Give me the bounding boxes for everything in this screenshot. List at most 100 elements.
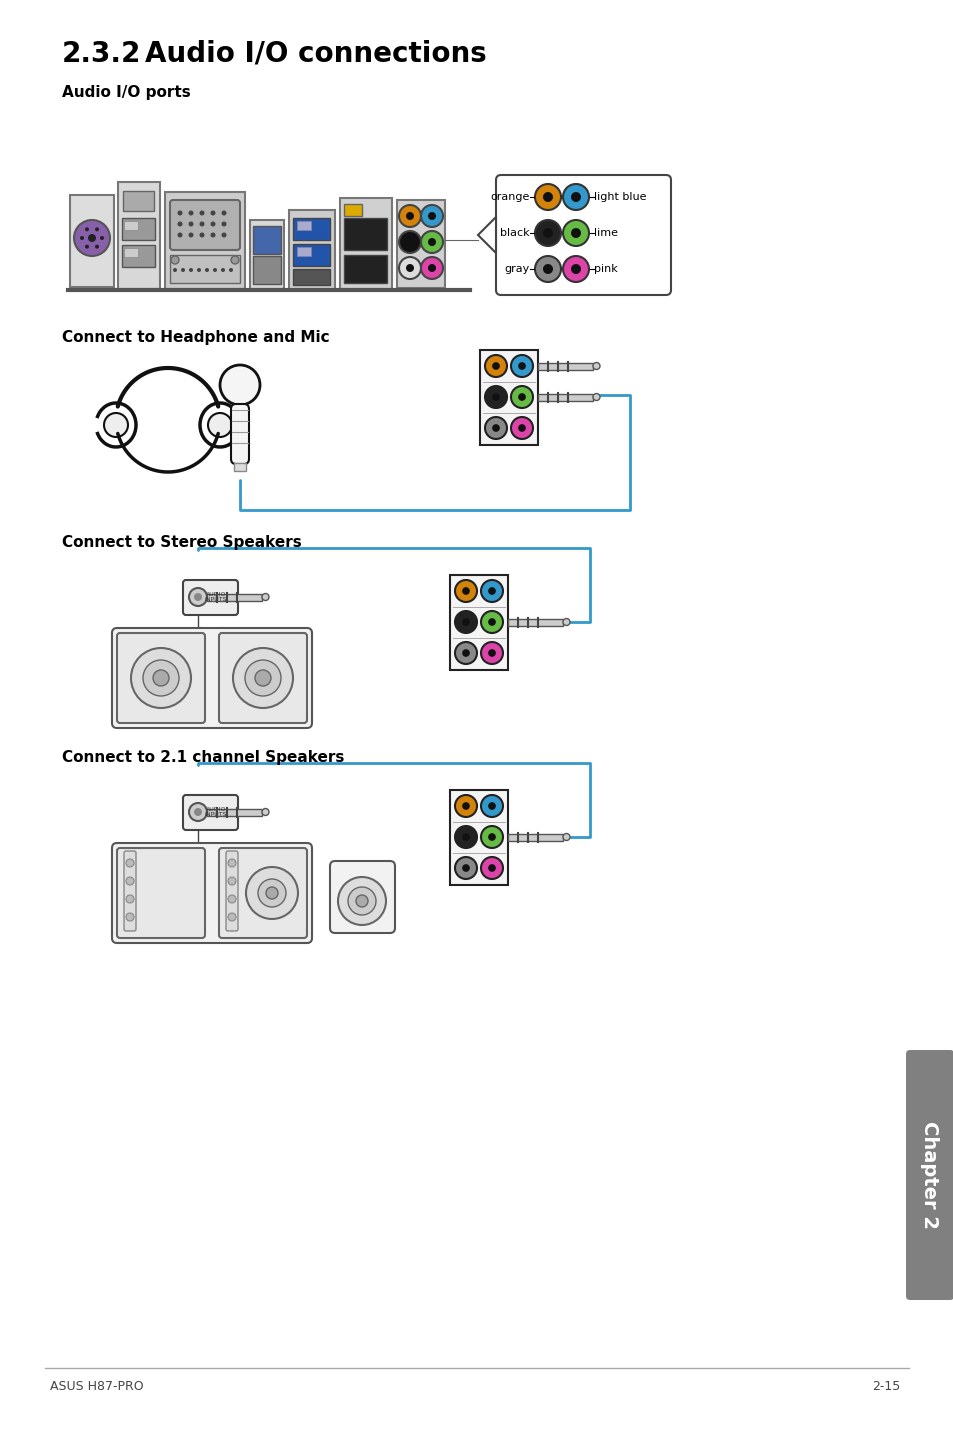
Circle shape xyxy=(571,229,580,239)
Circle shape xyxy=(455,580,476,603)
Circle shape xyxy=(172,267,177,272)
Circle shape xyxy=(152,670,169,686)
Circle shape xyxy=(480,641,502,664)
Circle shape xyxy=(211,233,215,237)
Bar xyxy=(165,193,245,289)
Circle shape xyxy=(208,413,232,437)
Circle shape xyxy=(593,362,599,370)
Bar xyxy=(118,183,160,289)
Circle shape xyxy=(535,256,560,282)
Circle shape xyxy=(189,267,193,272)
Circle shape xyxy=(221,267,225,272)
Circle shape xyxy=(126,877,133,884)
Text: 2-15: 2-15 xyxy=(871,1380,899,1393)
Circle shape xyxy=(488,802,496,810)
Circle shape xyxy=(229,267,233,272)
Circle shape xyxy=(517,424,525,431)
Circle shape xyxy=(461,833,470,841)
Circle shape xyxy=(511,355,533,377)
Circle shape xyxy=(337,877,386,925)
Bar xyxy=(124,221,138,230)
Text: 2.3.2: 2.3.2 xyxy=(62,40,141,68)
Circle shape xyxy=(193,592,202,601)
Circle shape xyxy=(398,206,420,227)
FancyBboxPatch shape xyxy=(231,404,249,464)
Circle shape xyxy=(220,365,260,406)
Bar xyxy=(207,808,262,815)
Circle shape xyxy=(199,221,204,227)
Bar xyxy=(296,247,311,256)
Bar xyxy=(293,219,330,240)
Circle shape xyxy=(562,618,569,626)
Circle shape xyxy=(228,894,235,903)
FancyBboxPatch shape xyxy=(124,851,136,930)
Circle shape xyxy=(542,265,553,275)
Circle shape xyxy=(428,211,436,220)
Circle shape xyxy=(205,267,209,272)
Bar xyxy=(296,221,311,230)
Circle shape xyxy=(562,834,569,840)
Bar xyxy=(293,244,330,266)
Circle shape xyxy=(177,221,182,227)
Circle shape xyxy=(348,887,375,915)
Circle shape xyxy=(562,184,588,210)
Circle shape xyxy=(488,587,496,595)
Circle shape xyxy=(535,220,560,246)
Bar xyxy=(344,204,361,216)
Bar xyxy=(537,394,593,401)
Circle shape xyxy=(535,184,560,210)
Circle shape xyxy=(455,825,476,848)
Bar xyxy=(344,255,387,283)
Circle shape xyxy=(420,257,442,279)
Circle shape xyxy=(131,649,191,707)
Circle shape xyxy=(542,229,553,239)
Circle shape xyxy=(196,267,201,272)
Bar xyxy=(450,575,507,670)
Circle shape xyxy=(492,362,499,370)
FancyBboxPatch shape xyxy=(219,633,307,723)
Text: Connect to Stereo Speakers: Connect to Stereo Speakers xyxy=(62,535,301,549)
Circle shape xyxy=(228,913,235,920)
Circle shape xyxy=(221,210,226,216)
Circle shape xyxy=(480,611,502,633)
Text: AUDIO
INPUTS: AUDIO INPUTS xyxy=(205,591,227,603)
Circle shape xyxy=(228,877,235,884)
Bar xyxy=(250,220,284,289)
Circle shape xyxy=(420,206,442,227)
Bar xyxy=(507,834,562,840)
FancyBboxPatch shape xyxy=(183,795,237,830)
Circle shape xyxy=(420,232,442,253)
Circle shape xyxy=(398,232,420,253)
Circle shape xyxy=(571,193,580,201)
Bar xyxy=(124,247,138,257)
Circle shape xyxy=(562,256,588,282)
Bar xyxy=(339,198,392,289)
Circle shape xyxy=(177,210,182,216)
Circle shape xyxy=(406,239,414,246)
Circle shape xyxy=(488,649,496,657)
Circle shape xyxy=(189,588,207,605)
Circle shape xyxy=(80,236,84,240)
Circle shape xyxy=(488,833,496,841)
FancyBboxPatch shape xyxy=(330,861,395,933)
Text: black: black xyxy=(500,229,530,239)
Circle shape xyxy=(233,649,293,707)
Circle shape xyxy=(95,227,99,232)
Circle shape xyxy=(406,265,414,272)
Circle shape xyxy=(246,867,297,919)
Circle shape xyxy=(455,795,476,817)
Circle shape xyxy=(511,417,533,439)
Circle shape xyxy=(542,193,553,201)
Circle shape xyxy=(199,233,204,237)
Circle shape xyxy=(461,618,470,626)
FancyBboxPatch shape xyxy=(226,851,237,930)
Circle shape xyxy=(488,618,496,626)
Circle shape xyxy=(262,594,269,601)
Circle shape xyxy=(254,670,271,686)
Circle shape xyxy=(455,857,476,879)
Circle shape xyxy=(245,660,281,696)
Circle shape xyxy=(511,385,533,408)
Text: AUDIO
INPUTS: AUDIO INPUTS xyxy=(205,807,227,817)
Text: Audio I/O connections: Audio I/O connections xyxy=(145,40,486,68)
Circle shape xyxy=(517,362,525,370)
